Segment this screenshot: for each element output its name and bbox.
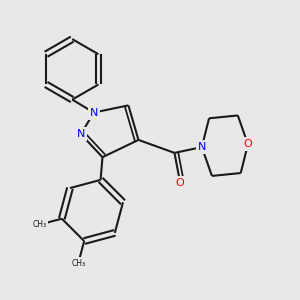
Text: O: O bbox=[244, 139, 252, 149]
Text: CH₃: CH₃ bbox=[32, 220, 46, 229]
Text: O: O bbox=[176, 178, 184, 188]
Text: N: N bbox=[198, 142, 206, 152]
Text: CH₃: CH₃ bbox=[71, 259, 85, 268]
Text: N: N bbox=[77, 129, 85, 139]
Text: N: N bbox=[90, 108, 98, 118]
